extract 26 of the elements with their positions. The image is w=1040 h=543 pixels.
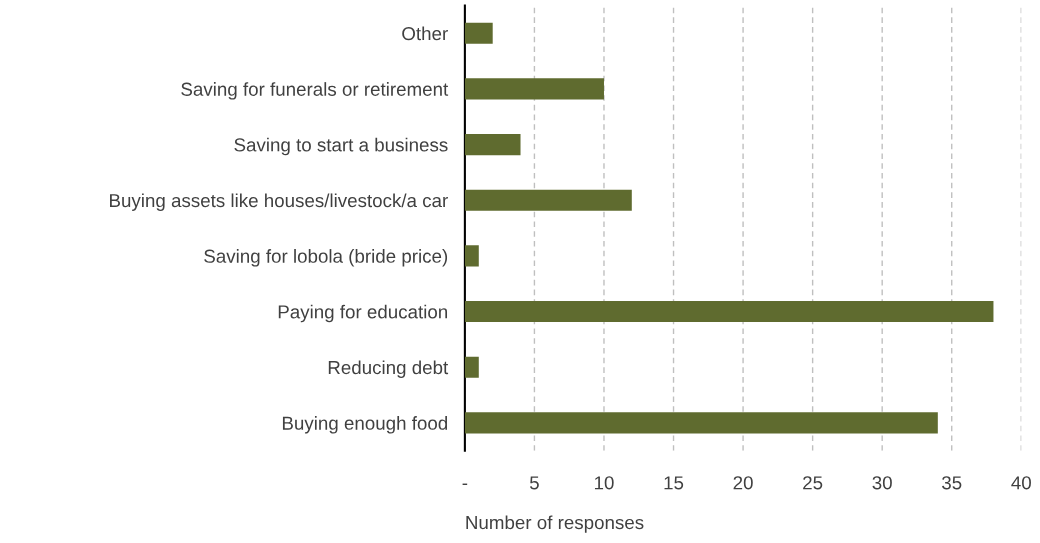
bar: [464, 189, 632, 211]
y-tick-label: Saving to start a business: [234, 137, 448, 156]
bar: [464, 134, 521, 156]
x-tick-label: 10: [594, 476, 614, 490]
x-tick-label: 35: [942, 476, 962, 490]
y-tick-label: Paying for education: [278, 304, 448, 323]
x-tick-label: -: [462, 483, 468, 486]
bar: [464, 356, 479, 378]
y-tick-label: Saving for funerals or retirement: [181, 82, 449, 100]
y-tick-label: Other: [402, 26, 448, 41]
bar: [464, 245, 479, 267]
x-tick-label: 40: [1011, 476, 1031, 490]
x-axis-title: Number of responses: [466, 515, 644, 533]
y-tick-label: Reducing debt: [328, 360, 449, 378]
bar: [464, 22, 493, 44]
bar: [464, 78, 604, 100]
x-tick-label: 20: [733, 476, 753, 490]
x-tick-label: 25: [803, 476, 823, 490]
y-tick-label: Buying assets like houses/livestock/a car: [110, 193, 448, 211]
x-tick-label: 5: [529, 476, 539, 490]
x-tick-label: 15: [664, 476, 684, 490]
y-tick-label: Saving for lobola (bride price): [204, 249, 448, 267]
bar: [464, 412, 938, 434]
y-tick-label: Buying enough food: [282, 416, 448, 434]
x-tick-label: 30: [872, 476, 892, 490]
bar: [464, 300, 994, 323]
